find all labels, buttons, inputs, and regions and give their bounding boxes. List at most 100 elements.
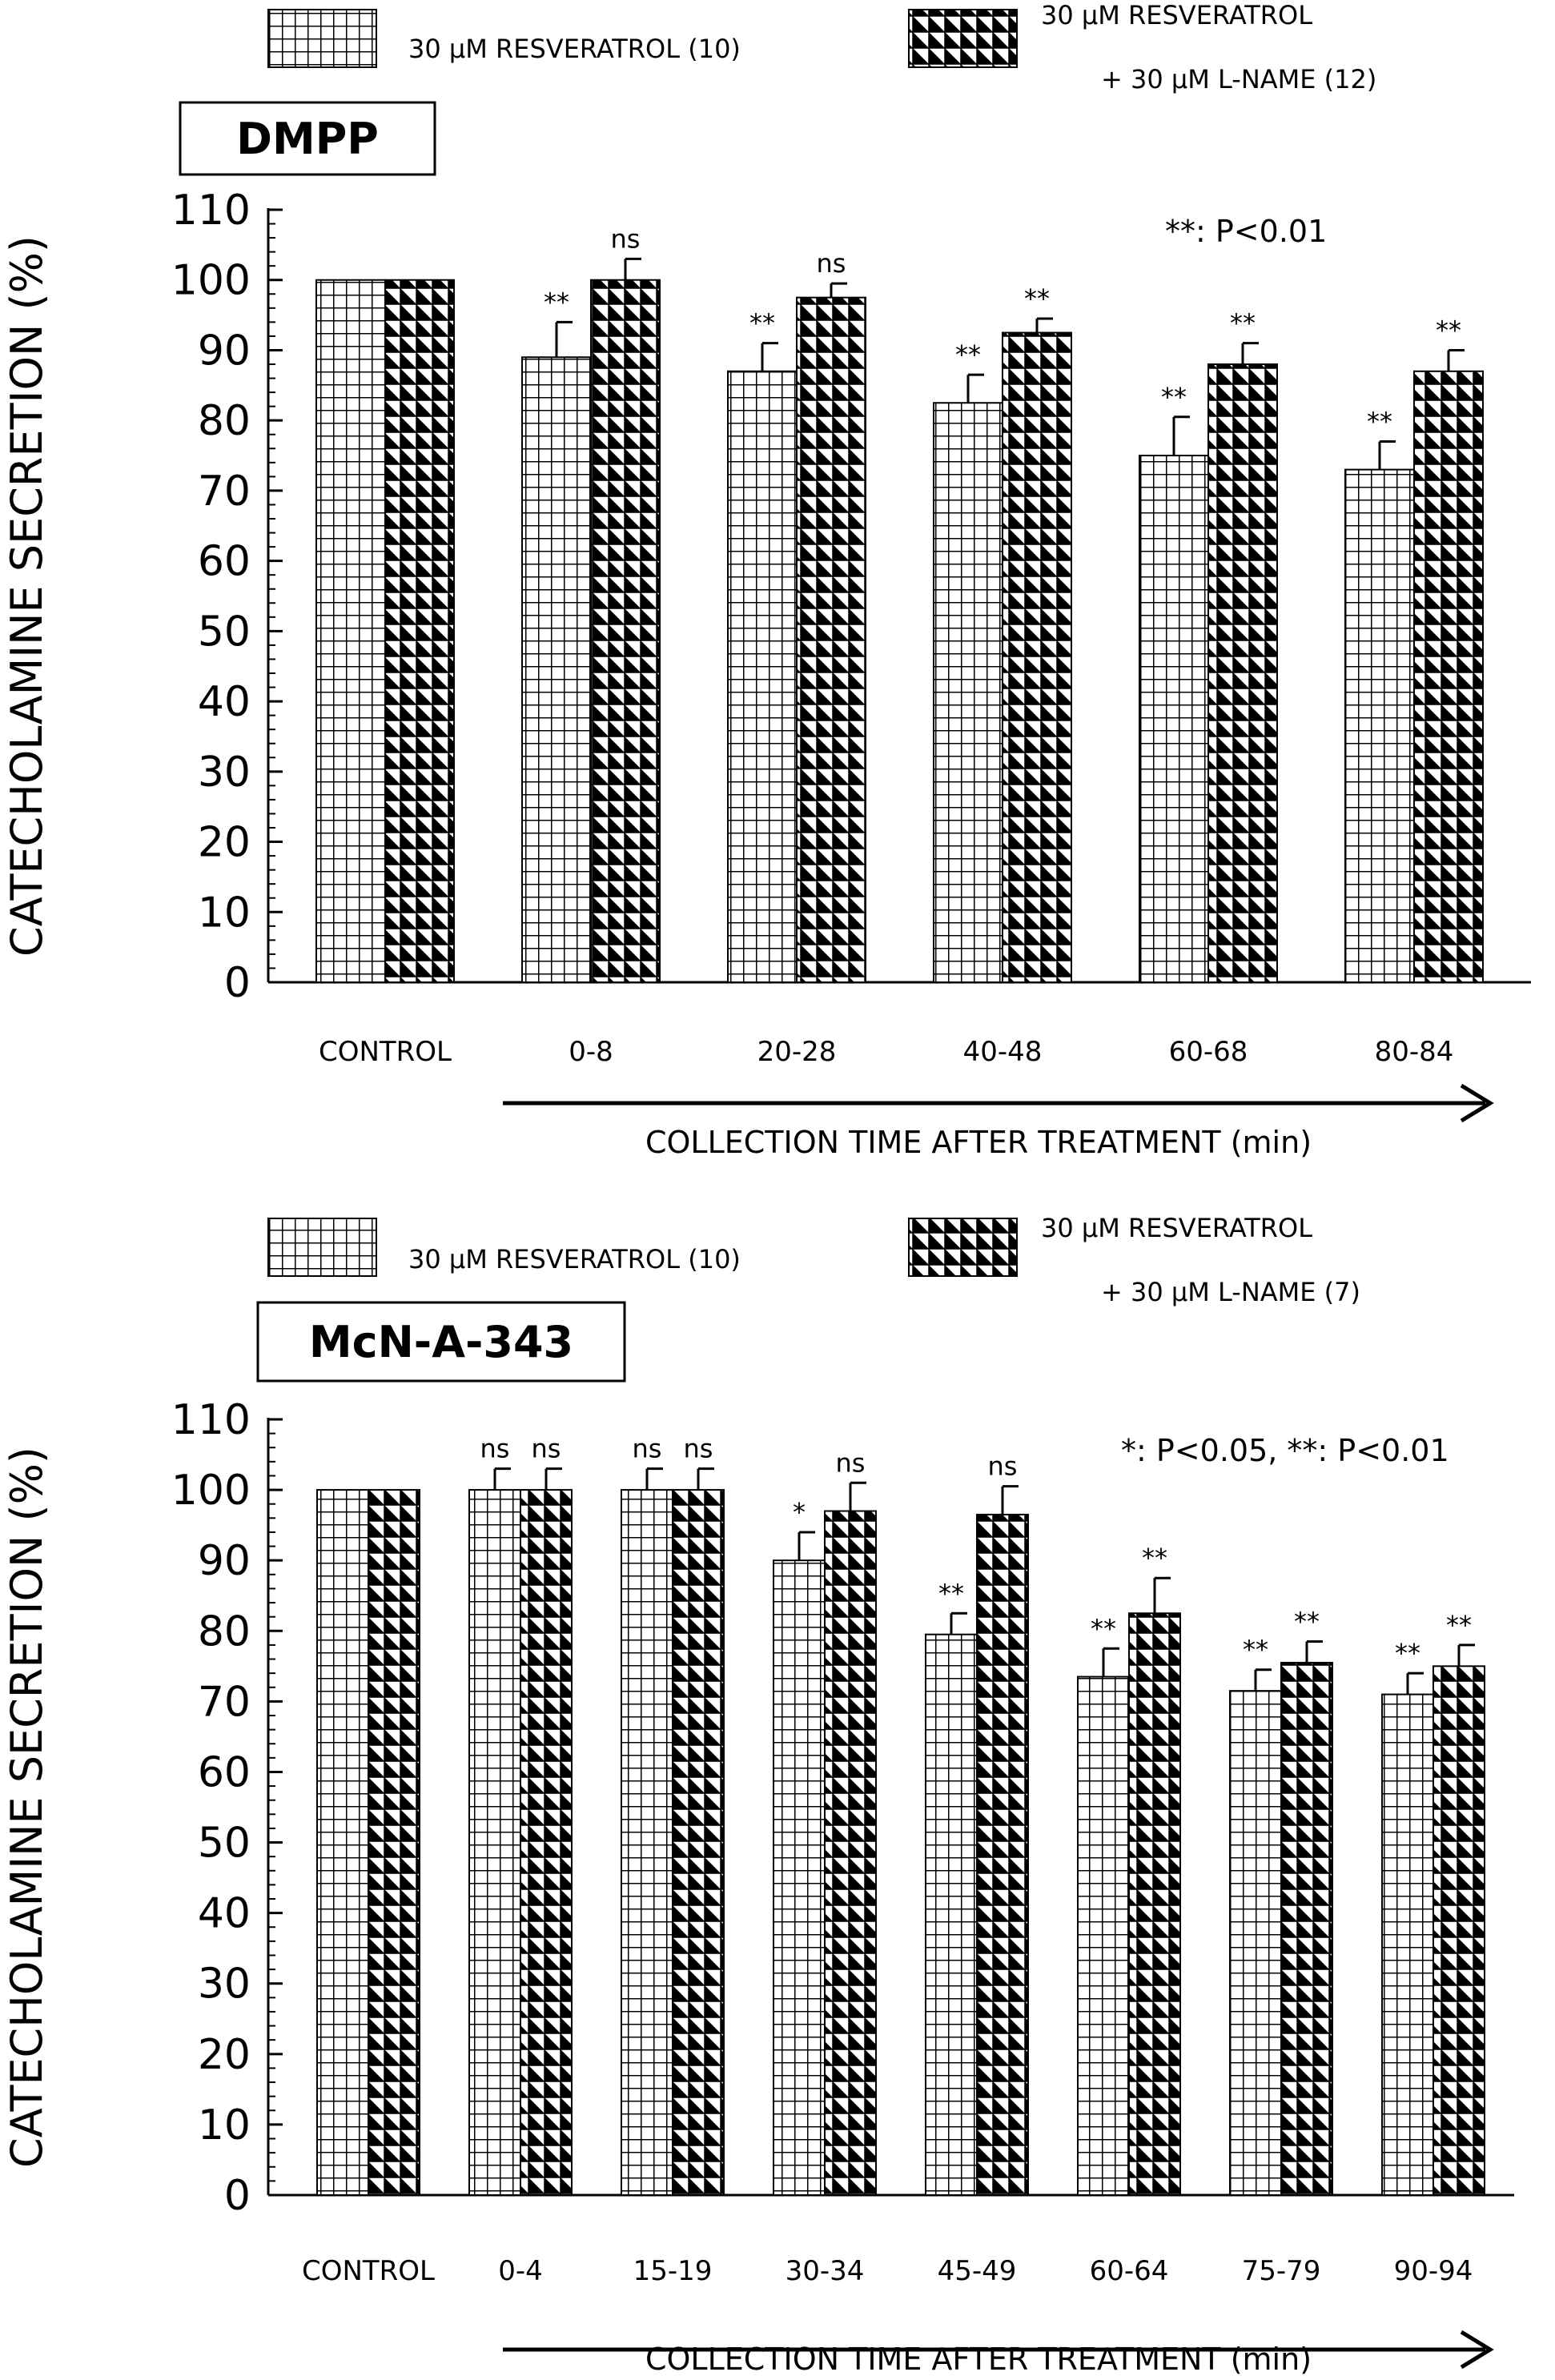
y-tick-label: 10 [198, 889, 251, 937]
panel-label: DMPP [236, 114, 379, 164]
y-tick-label: 110 [171, 187, 251, 235]
x-tick-label: 30-34 [786, 2255, 865, 2287]
significance-marker: ns [817, 248, 846, 279]
y-tick-label: 100 [171, 1467, 251, 1515]
y-tick-label: 80 [198, 1607, 251, 1656]
bar [468, 1489, 521, 2197]
legend-label: 30 μM RESVERATROL (10) [408, 1244, 741, 1274]
bar [727, 370, 798, 984]
bar [384, 279, 455, 983]
x-tick-label: 80-84 [1375, 1036, 1454, 1068]
bar [1229, 1690, 1282, 2196]
panel-label-box [179, 101, 436, 176]
bar [1280, 1661, 1333, 2196]
significance-marker: ** [1243, 1635, 1268, 1665]
bar [925, 1633, 978, 2196]
bar [1413, 370, 1484, 984]
significance-marker: ns [532, 1434, 561, 1464]
chart-panel-2: 30 μM RESVERATROL (10) 30 μM RESVERATROL +… [2, 1213, 1514, 2377]
significance-marker: ns [836, 1447, 866, 1478]
bar [773, 1559, 826, 2196]
y-tick-label: 0 [224, 2172, 251, 2220]
time-arrow-head [1460, 1083, 1494, 1123]
bar [1128, 1612, 1181, 2196]
y-axis-label: CATECHOLAMINE SECRETION (%) [2, 1447, 52, 2168]
bar [520, 1489, 573, 2197]
bar [1207, 363, 1278, 983]
legend-label-line2: + 30 μM L-NAME (7) [1101, 1277, 1360, 1307]
significance-marker: ns [480, 1434, 510, 1464]
x-tick-label: 45-49 [938, 2255, 1017, 2287]
x-tick-label: 15-19 [633, 2255, 713, 2287]
bar [521, 356, 592, 983]
significance-marker: ns [633, 1434, 662, 1464]
significance-marker: ns [988, 1451, 1018, 1482]
bar [621, 1489, 673, 2197]
y-tick-label: 20 [198, 819, 251, 867]
significance-marker: ns [684, 1434, 713, 1464]
y-tick-label: 100 [171, 257, 251, 305]
bar [824, 1510, 877, 2196]
y-tick-label: 0 [224, 959, 251, 1007]
y-tick-label: 30 [198, 1961, 251, 2009]
time-arrow-head [1460, 2330, 1494, 2370]
y-tick-label: 60 [198, 538, 251, 586]
y-tick-label: 70 [198, 1678, 251, 1726]
y-tick-label: 20 [198, 2031, 251, 2079]
legend-swatch-triangles [908, 1218, 1018, 1277]
bar [976, 1513, 1029, 2196]
y-tick-label: 70 [198, 468, 251, 516]
x-tick-label: 0-8 [569, 1036, 613, 1068]
bar [796, 296, 866, 983]
y-tick-label: 50 [198, 608, 251, 656]
significance-marker: ** [955, 339, 981, 370]
bar [1381, 1693, 1434, 2196]
significance-note: *: P<0.05, **: P<0.01 [1121, 1433, 1449, 1468]
bar [590, 279, 661, 983]
bar [316, 1489, 369, 2197]
significance-marker: ** [1367, 407, 1392, 437]
y-tick-label: 40 [198, 678, 251, 726]
chart-panel-1: 30 μM RESVERATROL (10) 30 μM RESVERATROL +… [2, 0, 1531, 1160]
x-tick-label: 0-4 [498, 2255, 543, 2287]
bar [672, 1489, 725, 2197]
significance-marker: ** [1091, 1613, 1116, 1644]
y-tick-label: 10 [198, 2101, 251, 2149]
significance-marker: ** [749, 308, 775, 339]
y-tick-label: 110 [171, 1396, 251, 1444]
legend-label: 30 μM RESVERATROL (10) [408, 34, 741, 64]
x-tick-label: 90-94 [1394, 2255, 1473, 2287]
significance-marker: ** [1161, 382, 1187, 412]
significance-marker: ** [938, 1578, 964, 1608]
x-tick-label: 20-28 [757, 1036, 837, 1068]
significance-marker: ** [1230, 308, 1256, 339]
y-tick-label: 50 [198, 1820, 251, 1868]
bar [315, 279, 386, 983]
significance-marker: ** [1446, 1610, 1472, 1640]
panel-label-box [256, 1301, 626, 1383]
x-tick-label: CONTROL [319, 1036, 452, 1068]
y-tick-label: 30 [198, 749, 251, 797]
x-tick-label: 75-79 [1242, 2255, 1321, 2287]
y-tick-label: 90 [198, 1537, 251, 1585]
panel-label: McN-A-343 [309, 1317, 573, 1367]
bar [933, 402, 1003, 983]
legend-swatch-triangles [908, 9, 1018, 68]
significance-note: **: P<0.01 [1165, 214, 1327, 249]
bar [1077, 1676, 1130, 2196]
y-tick-label: 90 [198, 327, 251, 375]
x-axis-label: COLLECTION TIME AFTER TREATMENT (min) [645, 1125, 1312, 1160]
bar [368, 1489, 420, 2197]
significance-marker: ** [544, 287, 569, 317]
legend-label: 30 μM RESVERATROL [1041, 0, 1312, 30]
x-axis-label: COLLECTION TIME AFTER TREATMENT (min) [645, 2342, 1312, 2377]
significance-marker: ** [1436, 315, 1461, 345]
legend-label: 30 μM RESVERATROL [1041, 1213, 1312, 1243]
significance-marker: ** [1142, 1543, 1167, 1573]
significance-marker: ** [1024, 283, 1050, 314]
bar [1344, 468, 1415, 983]
y-tick-label: 80 [198, 397, 251, 445]
significance-marker: ** [1395, 1638, 1420, 1668]
y-tick-label: 40 [198, 1890, 251, 1938]
